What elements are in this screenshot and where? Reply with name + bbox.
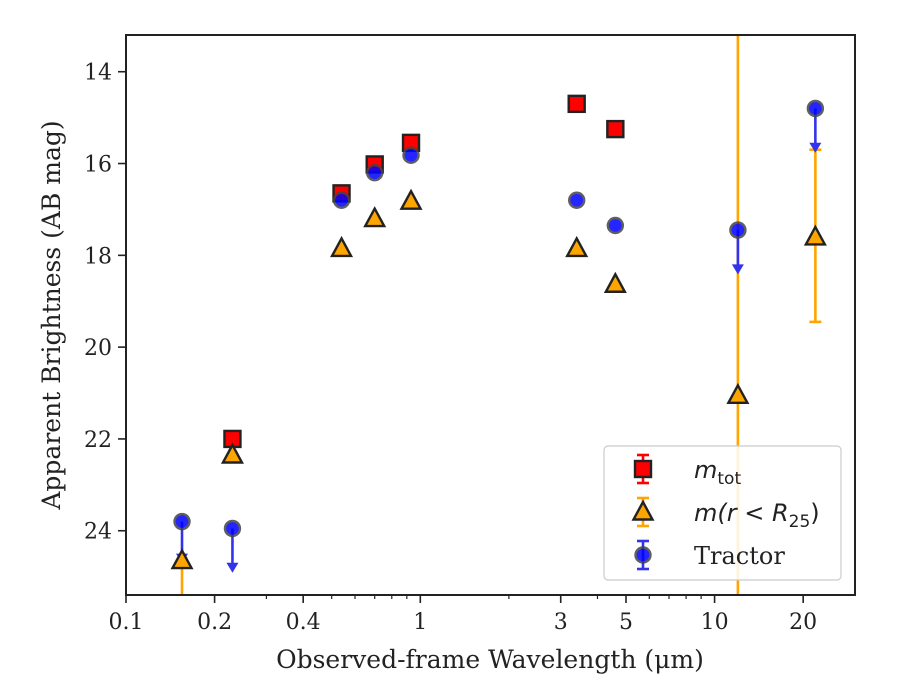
x-tick-label: 10 bbox=[701, 610, 729, 635]
series-square-points bbox=[223, 94, 625, 449]
series-triangle-points bbox=[170, 188, 827, 570]
data-point bbox=[568, 191, 586, 209]
legend-marker bbox=[633, 459, 653, 479]
legend-label: mtot bbox=[694, 456, 741, 489]
legend-label-base: m(r < R bbox=[694, 499, 789, 527]
data-point bbox=[603, 271, 627, 293]
legend: mtot m(r < R25) Tractor bbox=[603, 445, 842, 581]
legend-label-subscript: tot bbox=[717, 469, 741, 489]
x-tick-label: 0.1 bbox=[109, 610, 144, 635]
legend-label: m(r < R25) bbox=[694, 499, 820, 532]
plot-frame bbox=[125, 34, 856, 596]
legend-marker bbox=[634, 546, 652, 564]
legend-label-base: m bbox=[694, 456, 717, 484]
data-point bbox=[330, 235, 354, 258]
y-tick-label: 22 bbox=[84, 428, 112, 453]
data-point bbox=[606, 216, 625, 235]
legend-label-rest: ) bbox=[810, 499, 819, 527]
data-point bbox=[220, 442, 244, 464]
data-point bbox=[402, 146, 420, 164]
x-tick-label: 0.2 bbox=[197, 610, 232, 635]
data-point bbox=[806, 99, 825, 118]
data-point bbox=[399, 188, 423, 210]
x-tick-label: 1 bbox=[413, 610, 427, 635]
data-point bbox=[223, 519, 242, 538]
plot-area bbox=[170, 35, 827, 595]
y-tick-label: 16 bbox=[84, 153, 112, 178]
y-tick-label: 14 bbox=[84, 61, 112, 86]
upper-limit-arrow bbox=[731, 264, 744, 275]
data-point bbox=[173, 512, 191, 531]
data-point bbox=[606, 119, 625, 139]
x-tick-label: 0.4 bbox=[286, 610, 321, 635]
data-point bbox=[803, 224, 827, 246]
legend-marker bbox=[631, 499, 655, 521]
data-point bbox=[726, 382, 750, 405]
x-tick-label: 20 bbox=[789, 610, 817, 635]
data-point bbox=[729, 221, 747, 239]
upper-limit-arrow bbox=[226, 562, 239, 573]
data-point bbox=[567, 94, 586, 114]
x-tick-label: 3 bbox=[554, 610, 568, 635]
data-point bbox=[332, 191, 351, 209]
data-point bbox=[363, 206, 387, 228]
upper-limit-arrow bbox=[809, 142, 822, 153]
series-circle-points bbox=[173, 99, 825, 538]
legend-label-base: Tractor bbox=[694, 542, 785, 570]
data-point bbox=[565, 235, 589, 258]
y-axis-label: Apparent Brightness (AB mag) bbox=[37, 120, 66, 510]
legend-label-subscript: 25 bbox=[789, 512, 811, 532]
x-axis-label: Observed-frame Wavelength (μm) bbox=[276, 645, 704, 674]
legend-label: Tractor bbox=[694, 542, 785, 570]
y-tick-label: 18 bbox=[84, 244, 112, 269]
data-point bbox=[366, 164, 384, 182]
x-tick-label: 5 bbox=[619, 610, 633, 635]
legend-frame bbox=[603, 445, 842, 581]
y-tick-label: 20 bbox=[84, 336, 112, 361]
axes: 0.1 0.2 0.4 1 3 5 10 20 14 16 18 20 22 24 bbox=[84, 34, 856, 635]
data-point bbox=[170, 548, 194, 570]
y-tick-label: 24 bbox=[84, 520, 112, 545]
